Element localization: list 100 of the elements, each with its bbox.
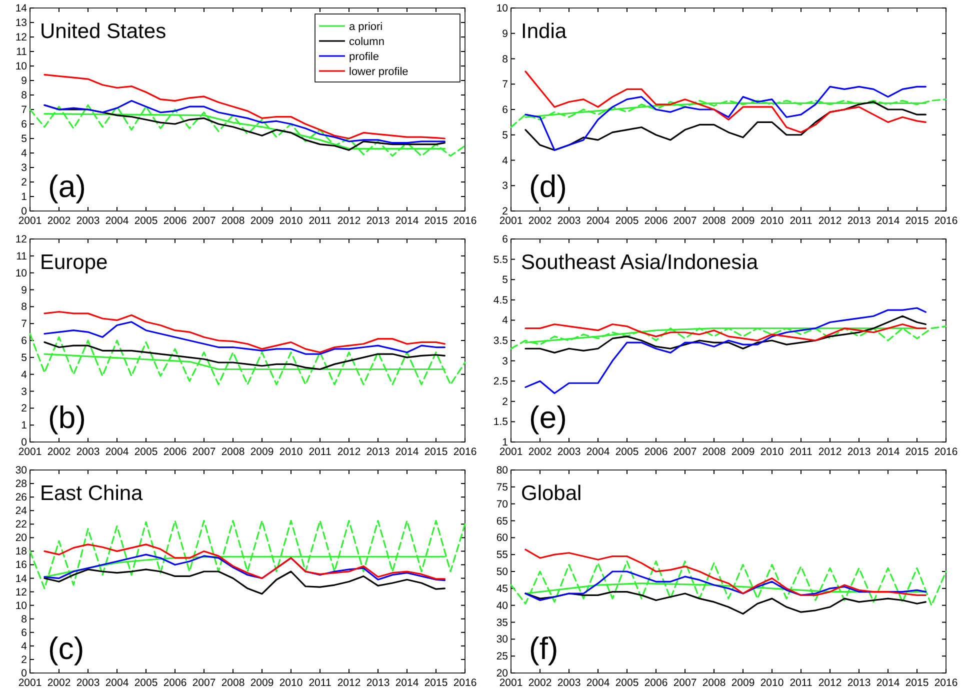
x-tick-label: 2008	[702, 215, 726, 227]
y-tick-label: 3	[502, 180, 508, 192]
y-tick-label: 2	[502, 206, 508, 218]
y-tick-label: 12	[15, 586, 28, 598]
x-tick-label: 2012	[337, 215, 361, 227]
line-series	[29, 520, 466, 590]
x-tick-label: 2014	[395, 215, 419, 227]
y-tick-label: 25	[496, 650, 508, 663]
x-tick-label: 2004	[105, 215, 129, 227]
x-tick-label: 2014	[395, 677, 419, 689]
x-tick-label: 2002	[528, 215, 552, 227]
x-tick-label: 2011	[790, 446, 812, 458]
annotation: (e)	[529, 400, 567, 435]
x-tick-label: 2009	[731, 677, 755, 689]
x-tick-label: 2009	[250, 677, 274, 689]
y-tick-label: 4	[502, 314, 508, 327]
x-tick-label: 2016	[934, 446, 958, 458]
x-tick-label: 2012	[818, 446, 842, 458]
y-tick-label: 1.5	[493, 416, 508, 428]
y-tick-label: 10	[15, 60, 28, 72]
x-tick-label: 2009	[731, 446, 755, 458]
y-tick-label: 18	[15, 546, 28, 558]
x-tick-label: 2008	[702, 446, 726, 458]
x-tick-label: 2003	[557, 215, 581, 227]
x-tick-label: 2002	[528, 677, 552, 689]
y-tick-label: 30	[496, 634, 508, 646]
line-series	[44, 100, 446, 144]
y-tick-label: 4	[21, 148, 28, 160]
x-tick-label: 2016	[453, 215, 477, 227]
x-tick-label: 2002	[47, 215, 71, 227]
y-tick-label: 9	[21, 284, 28, 296]
x-tick-label: 2005	[134, 215, 158, 227]
y-tick-label: 4	[502, 154, 508, 167]
y-tick-label: 7	[21, 318, 28, 330]
x-tick-label: 2012	[337, 677, 361, 689]
x-tick-label: 2005	[615, 446, 639, 458]
line-series	[524, 70, 926, 134]
y-tick-label: 1	[21, 191, 28, 203]
x-tick-label: 2006	[163, 446, 187, 458]
x-tick-label: 2004	[586, 215, 610, 227]
x-tick-label: 2008	[702, 677, 726, 689]
x-tick-label: 2011	[790, 215, 812, 227]
y-tick-label: 30	[15, 464, 28, 476]
x-tick-label: 2010	[279, 677, 303, 689]
line-series	[44, 310, 446, 354]
x-tick-label: 2006	[644, 677, 668, 689]
y-tick-label: 5	[21, 133, 28, 145]
text: Southeast Asia/Indonesia	[521, 251, 758, 274]
y-tick-label: 6	[502, 104, 508, 116]
annotation: (c)	[48, 631, 84, 666]
annotation: (a)	[48, 169, 86, 204]
y-tick-label: 75	[496, 481, 508, 494]
line-series	[44, 544, 446, 580]
x-tick-label: 2009	[250, 446, 274, 458]
annotation: (b)	[48, 400, 86, 435]
y-tick-label: 2	[21, 402, 28, 415]
x-tick-label: 2011	[308, 215, 332, 227]
x-tick-label: 2007	[192, 446, 216, 458]
y-tick-label: 60	[496, 532, 508, 544]
x-tick-label: 2015	[424, 677, 448, 689]
y-tick-label: 11	[16, 46, 28, 58]
y-tick-label: 12	[15, 234, 28, 246]
line-series	[510, 325, 947, 350]
x-tick-label: 2010	[760, 215, 784, 227]
y-tick-label: 9	[21, 75, 28, 87]
x-tick-label: 2002	[528, 446, 552, 458]
x-tick-label: 2007	[673, 215, 697, 227]
x-tick-label: 2007	[673, 677, 697, 689]
x-tick-label: 2016	[934, 677, 958, 689]
x-tick-label: 2004	[586, 446, 610, 458]
x-tick-label: 2010	[279, 446, 303, 458]
x-tick-label: 2001	[18, 215, 42, 227]
annotation: (d)	[529, 169, 567, 204]
y-tick-label: 6	[21, 335, 28, 347]
x-tick-label: 2006	[163, 677, 187, 689]
y-tick-label: 50	[496, 566, 508, 578]
y-tick-label: 20	[15, 532, 28, 544]
x-tick-label: 2011	[308, 677, 332, 689]
y-tick-label: 2.5	[493, 376, 508, 388]
x-tick-label: 2013	[847, 446, 871, 458]
y-tick-label: 10	[15, 600, 28, 612]
x-tick-label: 2010	[760, 677, 784, 689]
y-tick-label: 8	[21, 301, 28, 314]
y-tick-label: 6	[21, 118, 28, 130]
y-tick-label: 22	[15, 518, 28, 531]
y-tick-label: 7	[21, 104, 28, 116]
y-tick-label: 8	[21, 613, 28, 626]
y-tick-label: 12	[15, 32, 28, 44]
y-tick-label: 35	[496, 616, 508, 629]
x-tick-label: 2014	[395, 446, 419, 458]
x-tick-label: 2008	[221, 677, 245, 689]
line-series	[524, 323, 926, 342]
y-tick-label: 16	[15, 559, 28, 572]
line-series	[524, 548, 926, 596]
line-series	[29, 332, 466, 386]
y-tick-label: 45	[496, 582, 508, 595]
y-tick-label: 6	[502, 234, 508, 246]
x-tick-label: 2008	[221, 215, 245, 227]
y-tick-label: 11	[16, 250, 28, 262]
y-tick-label: 1	[502, 436, 508, 448]
